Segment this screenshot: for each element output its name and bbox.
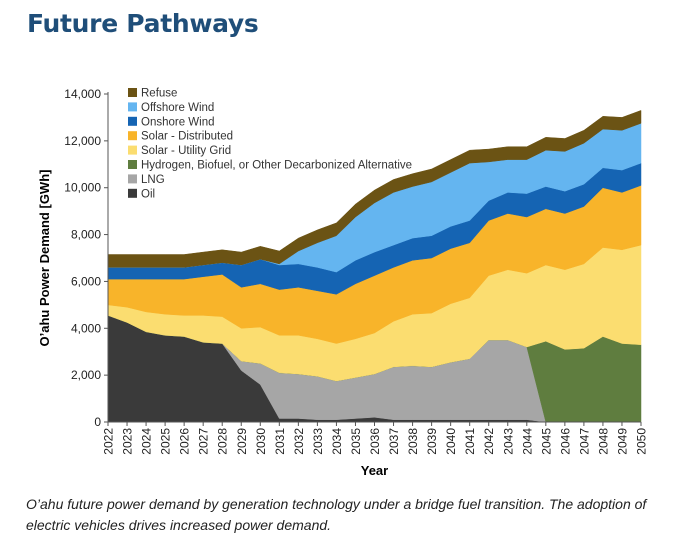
x-tick-label: 2027 bbox=[197, 428, 211, 455]
x-tick-label: 2023 bbox=[121, 428, 135, 455]
x-tick-label: 2038 bbox=[406, 428, 420, 455]
legend-item: Oil bbox=[128, 188, 155, 200]
x-tick-label: 2047 bbox=[577, 428, 591, 455]
x-tick-label: 2022 bbox=[102, 428, 116, 455]
x-tick-label: 2039 bbox=[425, 428, 439, 455]
x-tick-label: 2045 bbox=[539, 428, 553, 455]
legend-label: Oil bbox=[141, 188, 155, 200]
x-axis-title: Year bbox=[361, 463, 388, 478]
x-tick-label: 2036 bbox=[368, 428, 382, 455]
legend-item: LNG bbox=[128, 174, 165, 186]
x-tick-label: 2033 bbox=[311, 428, 325, 455]
y-tick-label: 6,000 bbox=[71, 274, 101, 288]
x-tick-label: 2029 bbox=[235, 428, 249, 455]
legend-label: Solar - Distributed bbox=[141, 131, 233, 143]
legend-item: Solar - Distributed bbox=[128, 131, 233, 143]
legend-swatch bbox=[128, 145, 137, 155]
legend-item: Solar - Utility Grid bbox=[128, 145, 231, 157]
x-tick-label: 2050 bbox=[635, 428, 649, 455]
legend-label: Offshore Wind bbox=[141, 102, 214, 114]
x-tick-label: 2042 bbox=[482, 428, 496, 455]
legend-swatch bbox=[128, 160, 137, 169]
x-tick-label: 2028 bbox=[216, 428, 230, 455]
legend-item: Hydrogen, Biofuel, or Other Decarbonized… bbox=[128, 160, 412, 172]
area-series-refuse bbox=[107, 110, 642, 268]
legend-label: Refuse bbox=[141, 88, 177, 100]
x-tick-label: 2031 bbox=[273, 428, 287, 455]
y-axis-ticks: 0 2,000 4,000 6,000 8,000 10,000 12,000 14,000 bbox=[64, 87, 108, 429]
y-tick-label: 0 bbox=[94, 415, 101, 429]
area-layers bbox=[107, 110, 642, 423]
x-tick-label: 2025 bbox=[159, 428, 173, 455]
x-tick-label: 2048 bbox=[596, 428, 610, 455]
x-tick-label: 2030 bbox=[254, 428, 268, 455]
legend: Refuse Offshore Wind Onshore Wind Solar - D… bbox=[128, 88, 412, 200]
x-tick-label: 2032 bbox=[292, 428, 306, 455]
x-tick-label: 2037 bbox=[387, 428, 401, 455]
legend-label: Hydrogen, Biofuel, or Other Decarbonized… bbox=[141, 160, 412, 172]
legend-item: Refuse bbox=[128, 88, 177, 100]
y-tick-label: 2,000 bbox=[71, 368, 101, 382]
y-tick-label: 10,000 bbox=[64, 181, 101, 195]
page-title: Future Pathways bbox=[27, 9, 259, 38]
y-tick-label: 12,000 bbox=[64, 134, 101, 148]
x-tick-label: 2035 bbox=[349, 428, 363, 455]
y-axis-title: O’ahu Power Demand [GWh] bbox=[37, 170, 52, 347]
x-tick-label: 2049 bbox=[615, 428, 629, 455]
x-tick-label: 2043 bbox=[501, 428, 515, 455]
x-axis-ticks: 2022 2023 2024 2025 2026 2027 2028 2029 2030 2031… bbox=[102, 422, 649, 455]
y-tick-label: 4,000 bbox=[71, 321, 101, 335]
legend-swatch bbox=[128, 131, 137, 141]
stacked-area-chart: 02,0004,0006,0008,00010,00012,00014,000 … bbox=[37, 87, 649, 478]
legend-swatch bbox=[128, 88, 137, 97]
figure-caption: O’ahu future power demand by generation … bbox=[26, 496, 647, 533]
legend-swatch bbox=[128, 116, 137, 126]
legend-swatch bbox=[128, 102, 137, 112]
x-tick-label: 2041 bbox=[463, 428, 477, 455]
legend-label: Onshore Wind bbox=[141, 116, 215, 128]
legend-label: LNG bbox=[141, 174, 165, 186]
legend-swatch bbox=[128, 188, 137, 198]
x-tick-label: 2034 bbox=[330, 428, 344, 455]
y-tick-label: 8,000 bbox=[71, 228, 101, 242]
legend-swatch bbox=[128, 174, 137, 184]
x-tick-label: 2040 bbox=[444, 428, 458, 455]
x-tick-label: 2024 bbox=[140, 428, 154, 455]
x-tick-label: 2044 bbox=[520, 428, 534, 455]
legend-label: Solar - Utility Grid bbox=[141, 145, 231, 157]
y-tick-label: 14,000 bbox=[64, 87, 101, 101]
legend-item: Offshore Wind bbox=[128, 102, 214, 114]
x-tick-label: 2026 bbox=[178, 428, 192, 455]
legend-item: Onshore Wind bbox=[128, 116, 215, 128]
x-tick-label: 2046 bbox=[558, 428, 572, 455]
